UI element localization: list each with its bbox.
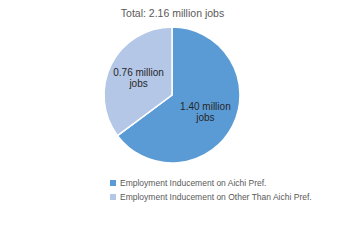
- title: Total: 2.16 million jobs: [121, 7, 224, 19]
- data-label: 0.76 millionjobs: [113, 67, 164, 89]
- legend-label: Employment Inducement on Aichi Pref.: [120, 178, 266, 188]
- legend-swatch: [110, 194, 116, 200]
- legend-label: Employment Inducement on Other Than Aich…: [120, 192, 312, 202]
- slices: [104, 27, 240, 163]
- data-label: 1.40 millionjobs: [180, 101, 231, 123]
- chart: Total: 2.16 million jobs 1.40 millionjobs…: [0, 0, 345, 225]
- legend: Employment Inducement on Aichi Pref. Empl…: [110, 178, 312, 202]
- legend-swatch: [110, 180, 116, 186]
- pie-slice: [104, 27, 172, 136]
